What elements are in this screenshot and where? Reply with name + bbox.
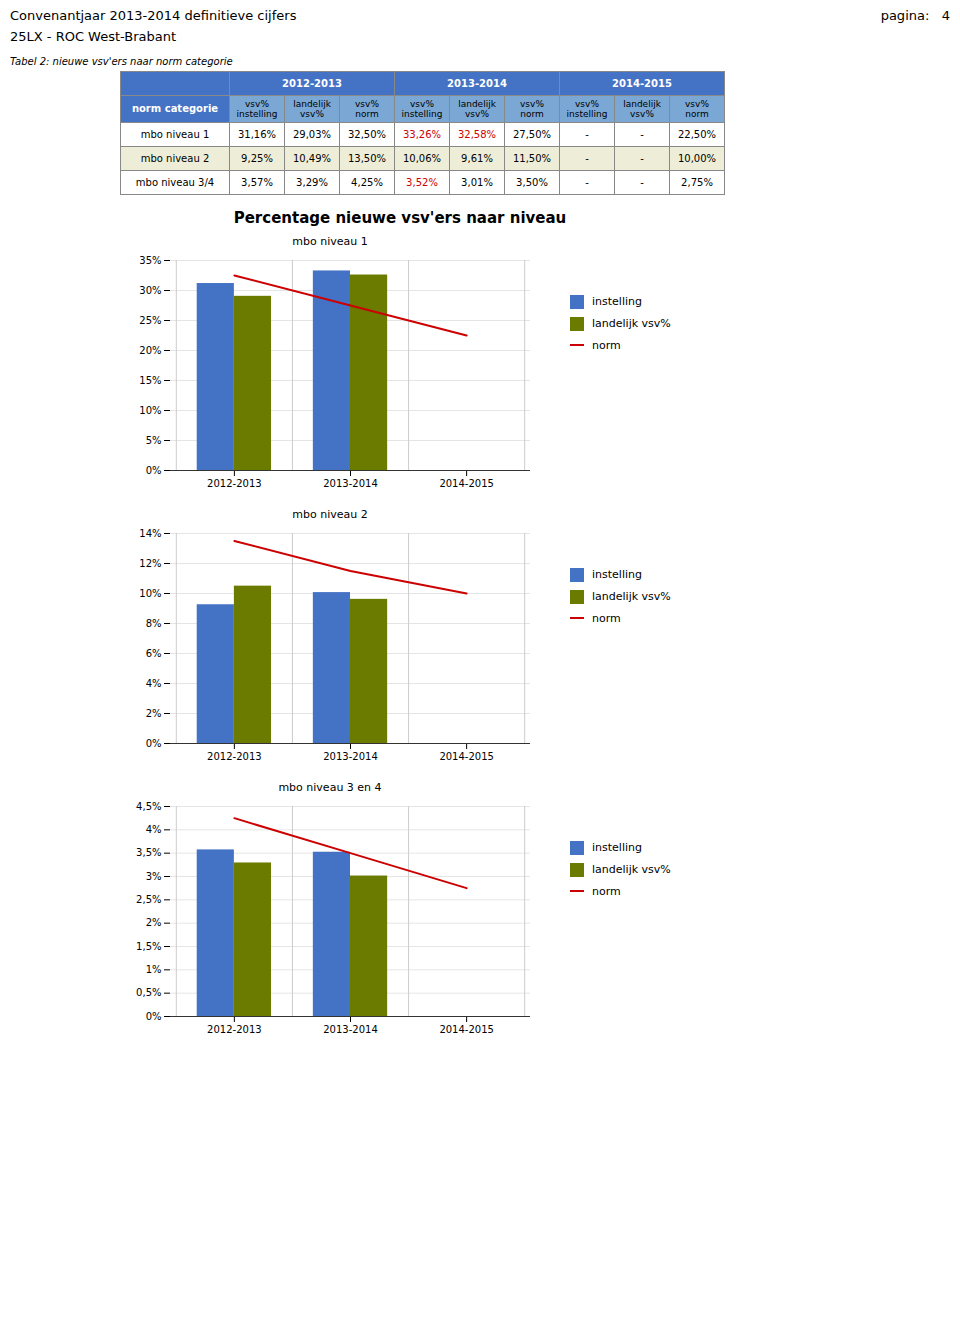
svg-text:2014-2015: 2014-2015 xyxy=(439,750,494,761)
html-text:11,50%: 11,50% xyxy=(512,152,552,164)
html-text:Percentage nieuwe vsv'ers naar: Percentage nieuwe vsv'ers naar niveau xyxy=(233,208,567,227)
html-text:9,61%: 9,61% xyxy=(461,152,493,164)
html-text:2013-2014: 2013-2014 xyxy=(447,77,507,89)
svg-text:3,5%: 3,5% xyxy=(136,847,161,858)
svg-text:4%: 4% xyxy=(146,824,162,835)
html-text:landelijk vsv%: landelijk vsv% xyxy=(592,590,671,604)
svg-text:10%: 10% xyxy=(139,587,161,598)
svg-text:2,5%: 2,5% xyxy=(136,894,161,905)
svg-text:2012-2013: 2012-2013 xyxy=(207,477,262,488)
svg-text:25%: 25% xyxy=(139,314,161,325)
html-text:landelijk vsv%: landelijk vsv% xyxy=(592,317,671,331)
svg-text:0,5%: 0,5% xyxy=(136,987,161,998)
svg-text:2013-2014: 2013-2014 xyxy=(323,477,378,488)
html-text:2012-2013: 2012-2013 xyxy=(282,77,342,89)
html-text:vsv% instelling: vsv% instelling xyxy=(236,98,278,119)
svg-text:2%: 2% xyxy=(146,917,162,928)
html-text:3,29%: 3,29% xyxy=(296,176,328,188)
html-text:landelijk vsv%: landelijk vsv% xyxy=(592,863,671,877)
html-text:10,00%: 10,00% xyxy=(677,152,717,164)
html-text:mbo niveau 3/4: mbo niveau 3/4 xyxy=(135,176,215,188)
svg-text:2012-2013: 2012-2013 xyxy=(207,750,262,761)
html-text:32,58%: 32,58% xyxy=(457,128,497,140)
html-text:landelijk vsv%: landelijk vsv% xyxy=(623,98,661,119)
svg-text:30%: 30% xyxy=(139,284,161,295)
svg-text:5%: 5% xyxy=(146,434,162,445)
svg-text:0%: 0% xyxy=(146,464,162,475)
html-text:31,16%: 31,16% xyxy=(237,128,277,140)
html-text:vsv% norm: vsv% norm xyxy=(685,98,709,119)
svg-text:14%: 14% xyxy=(139,527,161,538)
html-text:instelling: instelling xyxy=(592,295,642,309)
html-text:mbo niveau 1: mbo niveau 1 xyxy=(140,128,210,140)
html-text:9,25%: 9,25% xyxy=(241,152,273,164)
html-text:norm: norm xyxy=(592,884,621,898)
svg-text:6%: 6% xyxy=(146,647,162,658)
html-text:mbo niveau 2: mbo niveau 2 xyxy=(140,152,210,164)
svg-text:2013-2014: 2013-2014 xyxy=(323,750,378,761)
svg-text:20%: 20% xyxy=(139,344,161,355)
svg-text:3%: 3% xyxy=(146,870,162,881)
svg-text:8%: 8% xyxy=(146,617,162,628)
html-text:mbo niveau 1: mbo niveau 1 xyxy=(292,234,368,248)
html-text:2,75%: 2,75% xyxy=(681,176,713,188)
svg-text:12%: 12% xyxy=(139,557,161,568)
html-text:29,03%: 29,03% xyxy=(292,128,332,140)
html-text:10,06%: 10,06% xyxy=(402,152,442,164)
html-text:Convenantjaar 2013-2014 defini: Convenantjaar 2013-2014 definitieve cijf… xyxy=(10,8,297,44)
html-text:3,50%: 3,50% xyxy=(516,176,548,188)
html-text:landelijk vsv%: landelijk vsv% xyxy=(293,98,331,119)
html-text:norm: norm xyxy=(592,338,621,352)
html-text:27,50%: 27,50% xyxy=(512,128,552,140)
html-text:4,25%: 4,25% xyxy=(351,176,383,188)
html-text:33,26%: 33,26% xyxy=(402,128,442,140)
svg-text:4%: 4% xyxy=(146,677,162,688)
svg-text:2012-2013: 2012-2013 xyxy=(207,1023,262,1034)
html-text:vsv% norm: vsv% norm xyxy=(520,98,544,119)
html-text:mbo niveau 2: mbo niveau 2 xyxy=(292,507,368,521)
html-text:Tabel 2: nieuwe vsv'ers naar n: Tabel 2: nieuwe vsv'ers naar norm catego… xyxy=(10,55,233,67)
svg-text:2013-2014: 2013-2014 xyxy=(323,1023,378,1034)
html-text:3,57%: 3,57% xyxy=(241,176,273,188)
html-text:pagina: 4: pagina: 4 xyxy=(880,8,950,23)
html-text:32,50%: 32,50% xyxy=(347,128,387,140)
html-text:instelling: instelling xyxy=(592,568,642,582)
svg-text:0%: 0% xyxy=(146,1010,162,1021)
html-text:vsv% instelling: vsv% instelling xyxy=(566,98,608,119)
html-text:norm: norm xyxy=(592,611,621,625)
html-text:vsv% norm: vsv% norm xyxy=(355,98,379,119)
svg-text:10%: 10% xyxy=(139,404,161,415)
html-text:mbo niveau 3 en 4: mbo niveau 3 en 4 xyxy=(278,780,382,794)
html-text:vsv% instelling: vsv% instelling xyxy=(401,98,443,119)
svg-text:1%: 1% xyxy=(146,964,162,975)
svg-text:0%: 0% xyxy=(146,737,162,748)
svg-text:4,5%: 4,5% xyxy=(136,800,161,811)
html-text:22,50%: 22,50% xyxy=(677,128,717,140)
svg-text:35%: 35% xyxy=(139,254,161,265)
html-text:instelling: instelling xyxy=(592,841,642,855)
svg-text:1,5%: 1,5% xyxy=(136,940,161,951)
html-text:2014-2015: 2014-2015 xyxy=(612,77,672,89)
html-text:norm categorie: norm categorie xyxy=(131,103,219,115)
html-text:landelijk vsv%: landelijk vsv% xyxy=(458,98,496,119)
svg-text:2014-2015: 2014-2015 xyxy=(439,477,494,488)
html-text:3,52%: 3,52% xyxy=(406,176,438,188)
html-text:13,50%: 13,50% xyxy=(347,152,387,164)
html-text:10,49%: 10,49% xyxy=(292,152,332,164)
svg-text:15%: 15% xyxy=(139,374,161,385)
html-text:3,01%: 3,01% xyxy=(461,176,493,188)
svg-text:2014-2015: 2014-2015 xyxy=(439,1023,494,1034)
svg-text:2%: 2% xyxy=(146,707,162,718)
